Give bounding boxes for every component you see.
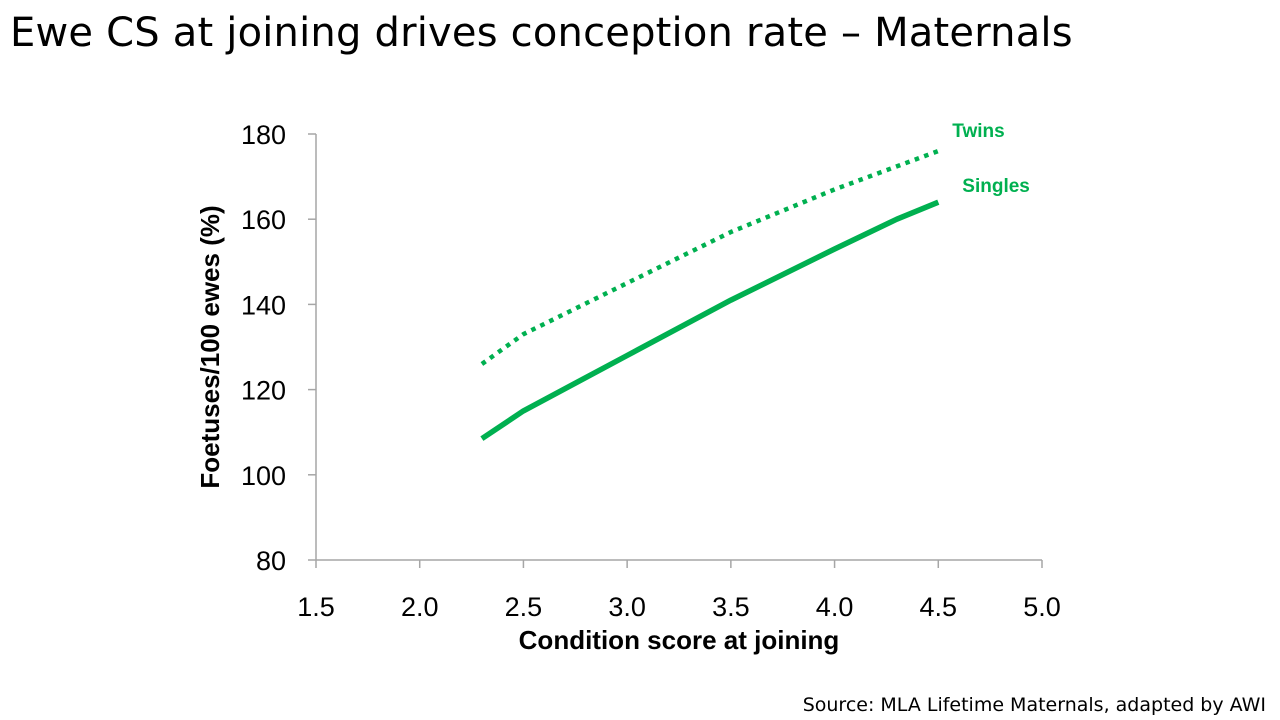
x-tick-label: 4.0 — [816, 592, 854, 622]
x-tick-label: 3.0 — [608, 592, 646, 622]
y-tick-label: 160 — [241, 205, 286, 235]
x-axis-title: Condition score at joining — [519, 625, 840, 655]
x-tick-label: 2.0 — [401, 592, 439, 622]
y-tick-label: 100 — [241, 461, 286, 491]
y-axis-title: Foetuses/100 ewes (%) — [195, 205, 225, 488]
x-axis-tick-labels: 1.5 2.0 2.5 3.0 3.5 4.0 4.5 5.0 — [297, 592, 1061, 622]
twins-series-label: Twins — [952, 121, 1004, 142]
x-tick-label: 3.5 — [712, 592, 750, 622]
series-group: Twins Singles — [480, 121, 1030, 441]
x-tick-label: 4.5 — [920, 592, 958, 622]
twins-series-line — [480, 148, 940, 366]
y-axis: 80 100 120 140 160 180 — [241, 120, 317, 576]
slide-title: Ewe CS at joining drives conception rate… — [10, 10, 1073, 56]
x-axis: 1.5 2.0 2.5 3.0 3.5 4.0 4.5 5.0 — [297, 559, 1061, 622]
x-axis-ticks — [315, 560, 1043, 568]
x-tick-label: 5.0 — [1023, 592, 1061, 622]
y-tick-label: 80 — [256, 546, 286, 576]
y-tick-label: 180 — [241, 120, 286, 150]
y-axis-ticks — [308, 133, 316, 561]
singles-series-line — [480, 199, 940, 441]
y-axis-tick-labels: 80 100 120 140 160 180 — [241, 120, 286, 576]
source-note: Source: MLA Lifetime Maternals, adapted … — [802, 694, 1266, 716]
x-tick-label: 1.5 — [297, 592, 335, 622]
x-tick-label: 2.5 — [505, 592, 543, 622]
singles-series-label: Singles — [962, 176, 1030, 197]
y-tick-label: 120 — [241, 376, 286, 406]
y-tick-label: 140 — [241, 290, 286, 320]
